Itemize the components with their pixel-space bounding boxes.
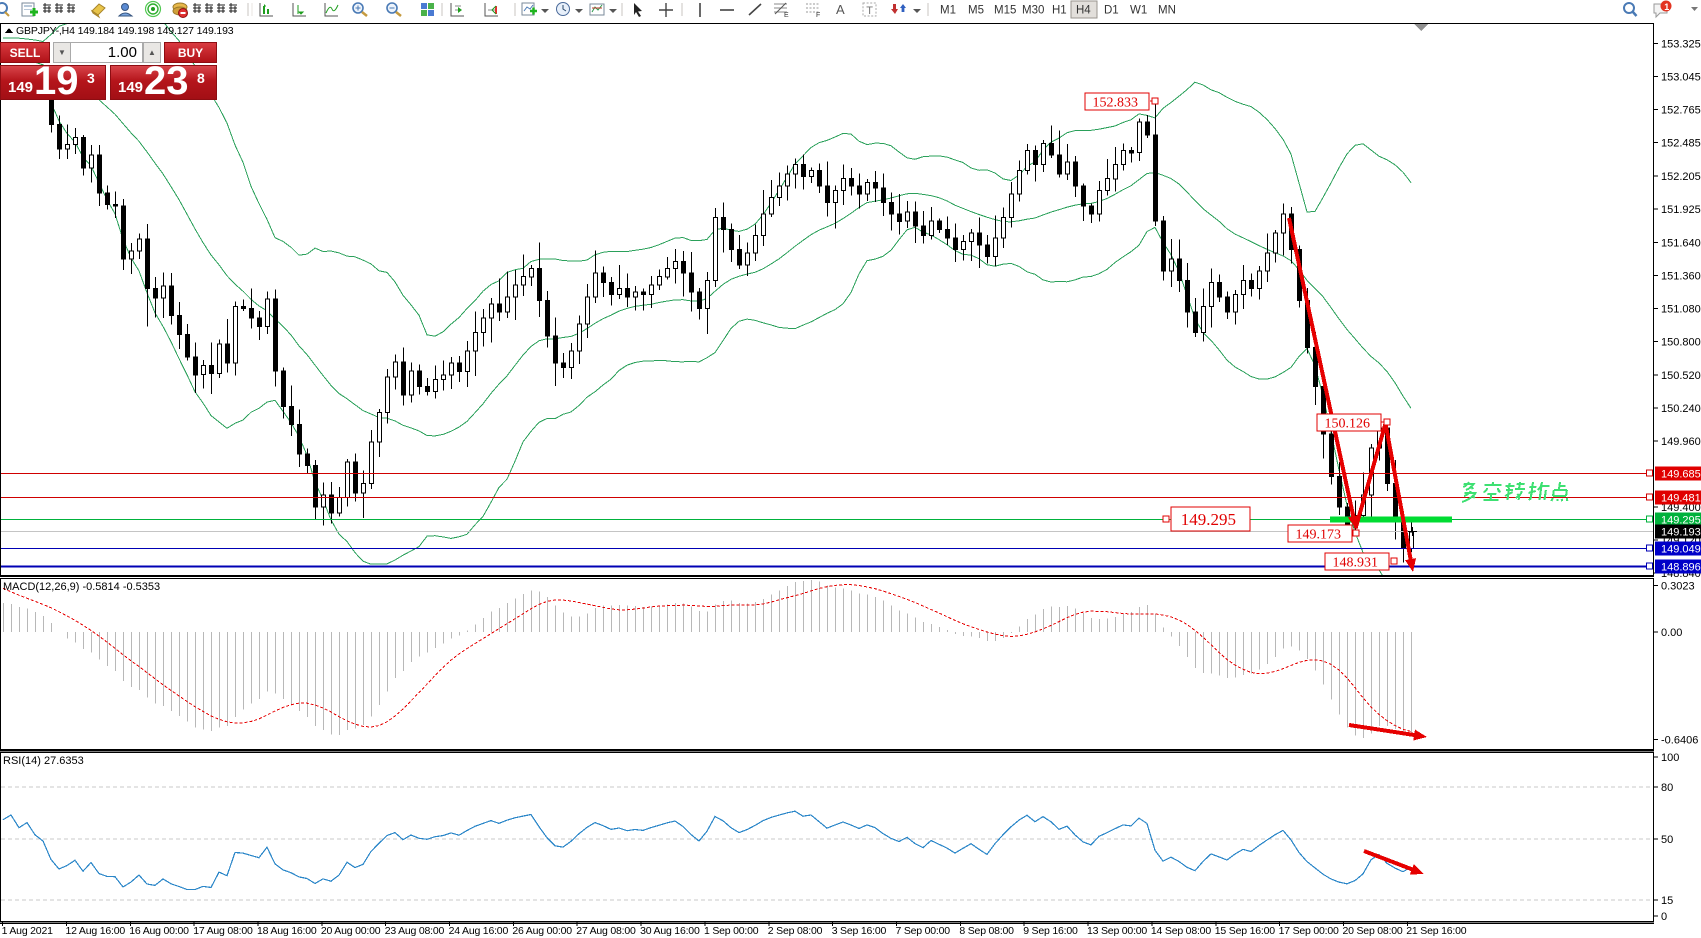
svg-text:149.049: 149.049 [1661,544,1701,556]
svg-text:12 Aug 16:00: 12 Aug 16:00 [66,925,126,937]
svg-text:13 Sep 00:00: 13 Sep 00:00 [1087,925,1147,937]
svg-text:151.925: 151.925 [1661,204,1701,216]
svg-text:M30: M30 [1022,5,1044,17]
svg-text:MACD(12,26,9) -0.5814 -0.5353: MACD(12,26,9) -0.5814 -0.5353 [3,581,160,593]
svg-text:80: 80 [1661,782,1673,794]
svg-text:E: E [784,12,789,19]
svg-text:1 Sep 00:00: 1 Sep 00:00 [704,925,759,937]
svg-text:153.325: 153.325 [1661,39,1701,51]
svg-text:M15: M15 [994,5,1016,17]
svg-text:15: 15 [1661,895,1673,907]
svg-text:F: F [816,12,820,19]
svg-text:149.193: 149.193 [1661,527,1701,539]
svg-text:8 Sep 08:00: 8 Sep 08:00 [959,925,1014,937]
svg-text:17 Sep 00:00: 17 Sep 00:00 [1279,925,1339,937]
svg-text:W1: W1 [1130,5,1147,17]
svg-text:149.295: 149.295 [1181,510,1236,529]
svg-text:151.080: 151.080 [1661,304,1701,316]
svg-text:50: 50 [1661,834,1673,846]
svg-text:18 Aug 16:00: 18 Aug 16:00 [257,925,317,937]
svg-text:0.3023: 0.3023 [1661,581,1695,593]
svg-text:100: 100 [1661,752,1679,764]
svg-text:M5: M5 [968,5,984,17]
svg-text:149.295: 149.295 [1661,514,1701,526]
svg-text:150.800: 150.800 [1661,337,1701,349]
svg-text:-0.6406: -0.6406 [1661,735,1698,747]
svg-text:152.485: 152.485 [1661,138,1701,150]
svg-text:1 Aug 2021: 1 Aug 2021 [2,925,53,937]
svg-text:152.205: 152.205 [1661,171,1701,183]
svg-text:149.685: 149.685 [1661,468,1701,480]
svg-text:24 Aug 16:00: 24 Aug 16:00 [449,925,509,937]
svg-text:16 Aug 00:00: 16 Aug 00:00 [129,925,189,937]
svg-text:15 Sep 16:00: 15 Sep 16:00 [1215,925,1275,937]
svg-text:30 Aug 16:00: 30 Aug 16:00 [640,925,700,937]
svg-text:151.640: 151.640 [1661,238,1701,250]
svg-text:GBPJPY-,H4 149.184 149.198 14: GBPJPY-,H4 149.184 149.198 149.127 149.1… [16,25,234,37]
svg-text:151.360: 151.360 [1661,271,1701,283]
svg-text:150.126: 150.126 [1325,417,1371,432]
svg-text:150.240: 150.240 [1661,403,1701,415]
svg-text:RSI(14) 27.6353: RSI(14) 27.6353 [3,755,84,767]
svg-text:20 Sep 08:00: 20 Sep 08:00 [1343,925,1403,937]
svg-text:MN: MN [1158,5,1176,17]
svg-text:149.481: 149.481 [1661,493,1701,505]
svg-text:148.931: 148.931 [1333,556,1379,571]
svg-text:153.045: 153.045 [1661,72,1701,84]
svg-text:23 Aug 08:00: 23 Aug 08:00 [385,925,445,937]
svg-text:17 Aug 08:00: 17 Aug 08:00 [193,925,253,937]
svg-text:152.765: 152.765 [1661,105,1701,117]
svg-text:150.520: 150.520 [1661,370,1701,382]
svg-text:152.833: 152.833 [1093,96,1139,111]
svg-text:27 Aug 08:00: 27 Aug 08:00 [576,925,636,937]
svg-text:3 Sep 16:00: 3 Sep 16:00 [832,925,887,937]
svg-text:7 Sep 00:00: 7 Sep 00:00 [896,925,951,937]
svg-text:T: T [866,5,873,17]
svg-text:149.960: 149.960 [1661,436,1701,448]
svg-text:M1: M1 [940,5,956,17]
svg-text:H1: H1 [1052,5,1067,17]
svg-text:26 Aug 00:00: 26 Aug 00:00 [512,925,572,937]
svg-text:2 Sep 08:00: 2 Sep 08:00 [768,925,823,937]
svg-text:149.173: 149.173 [1296,528,1342,543]
svg-text:14 Sep 08:00: 14 Sep 08:00 [1151,925,1211,937]
svg-text:149.400: 149.400 [1661,502,1701,514]
svg-text:H4: H4 [1076,5,1091,17]
svg-text:20 Aug 00:00: 20 Aug 00:00 [321,925,381,937]
svg-text:1: 1 [1664,2,1669,12]
svg-text:A: A [836,2,845,17]
svg-text:148.896: 148.896 [1661,562,1701,574]
svg-text:21 Sep 16:00: 21 Sep 16:00 [1406,925,1466,937]
svg-text:D1: D1 [1104,5,1119,17]
svg-text:9 Sep 16:00: 9 Sep 16:00 [1023,925,1078,937]
svg-text:0.00: 0.00 [1661,627,1682,639]
svg-text:0: 0 [1661,911,1667,923]
